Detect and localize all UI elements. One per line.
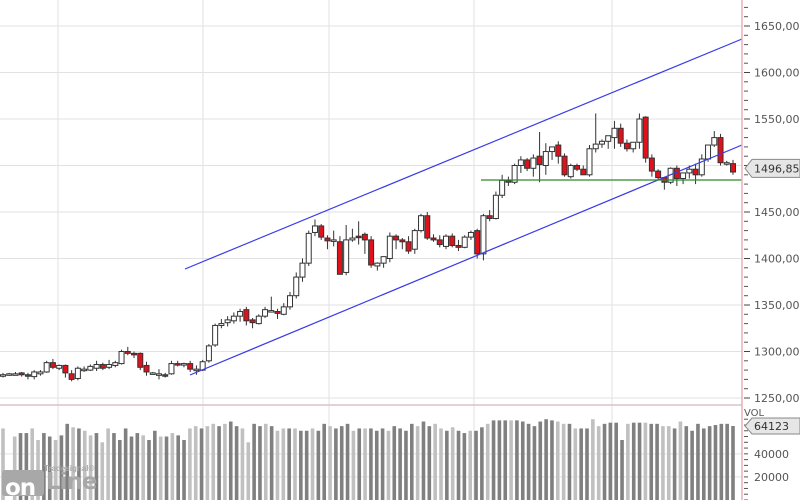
volume-axis-title: VOL bbox=[744, 408, 765, 419]
logo-tagline: Tradesignal® bbox=[44, 464, 95, 473]
last-volume-label: 64123 bbox=[754, 420, 789, 433]
channel-upper-line[interactable] bbox=[184, 38, 743, 270]
price-tick-label: 1350,0000 bbox=[754, 299, 800, 312]
price-tick-label: 1250,0000 bbox=[754, 392, 800, 405]
price-tick-label: 1650,0000 bbox=[754, 20, 800, 33]
volume-bars bbox=[1, 419, 735, 500]
volume-tick-label: 20000 bbox=[754, 471, 789, 484]
price-tick-label: 1400,0000 bbox=[754, 253, 800, 266]
logo-line-text: Line bbox=[46, 469, 98, 495]
price-tick-label: 1600,0000 bbox=[754, 67, 800, 80]
price-tick-label: 1450,0000 bbox=[754, 206, 800, 219]
price-tick-label: 1300,0000 bbox=[754, 346, 800, 359]
logo-on-text: on bbox=[5, 475, 36, 501]
volume-tick-label: 40000 bbox=[754, 448, 789, 461]
last-price-label: 1496,8500 bbox=[754, 162, 800, 175]
tradesignal-online-logo: Tradesignal® on Line bbox=[2, 464, 102, 501]
trendlines[interactable] bbox=[184, 38, 743, 376]
price-tick-label: 1550,0000 bbox=[754, 113, 800, 126]
logo-on-box: on bbox=[2, 470, 44, 501]
channel-lower-line[interactable] bbox=[189, 144, 743, 376]
price-axis: 1650,00001600,00001550,00001500,00001450… bbox=[741, 0, 800, 501]
price-candles bbox=[0, 113, 736, 382]
